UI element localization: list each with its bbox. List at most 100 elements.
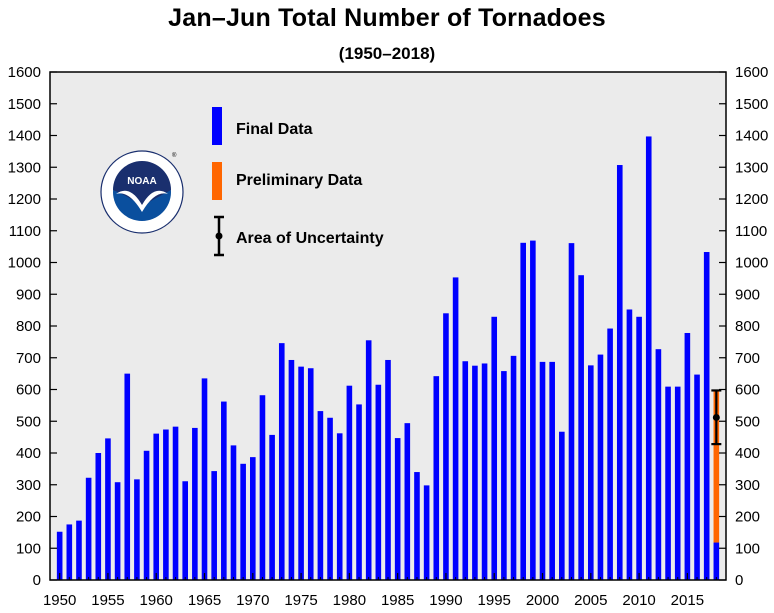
bar-final-1962	[172, 426, 179, 580]
bar-final-1965	[201, 378, 208, 580]
bar-final-1989	[433, 376, 440, 580]
y-tick-label-left-0: 0	[33, 572, 41, 589]
bar-final-1971	[259, 395, 266, 580]
x-tick-label-2010: 2010	[622, 592, 655, 609]
y-tick-label-right-1300: 1300	[735, 159, 768, 176]
y-tick-label-left-100: 100	[16, 540, 41, 557]
bar-final-1991	[452, 277, 459, 580]
bar-final-1995	[491, 316, 498, 580]
bar-final-2014	[674, 386, 681, 580]
bar-final-1984	[385, 359, 391, 580]
bar-final-1997	[510, 355, 517, 580]
y-tick-label-right-300: 300	[735, 477, 760, 494]
y-tick-label-right-900: 900	[735, 286, 760, 303]
bar-final-1974	[288, 359, 295, 580]
bar-final-2013	[665, 386, 671, 580]
legend: Final Data Preliminary Data Area of Unce…	[212, 107, 384, 257]
y-tick-label-left-700: 700	[16, 350, 41, 367]
x-tick-label-1950: 1950	[43, 592, 76, 609]
x-tick-label-1995: 1995	[478, 592, 511, 609]
y-tick-label-right-800: 800	[735, 318, 760, 335]
bar-final-1964	[192, 427, 198, 580]
noaa-logo: NOAA ®	[100, 150, 184, 234]
legend-preliminary-label: Preliminary Data	[236, 172, 362, 189]
legend-uncertainty-symbol	[214, 215, 224, 257]
bar-final-1960	[153, 433, 160, 580]
legend-preliminary-swatch	[212, 162, 222, 200]
legend-uncertainty-label: Area of Uncertainty	[236, 230, 384, 247]
x-tick-label-1965: 1965	[188, 592, 221, 609]
bar-final-1979	[336, 433, 343, 580]
y-tick-label-left-500: 500	[16, 413, 41, 430]
x-tick-label-1975: 1975	[284, 592, 317, 609]
y-tick-label-right-1200: 1200	[735, 191, 768, 208]
y-tick-label-left-1000: 1000	[8, 255, 41, 272]
bar-final-1980	[346, 385, 353, 580]
bar-final-1954	[95, 453, 102, 580]
x-tick-label-2005: 2005	[574, 592, 607, 609]
bar-final-2002	[559, 431, 565, 580]
bar-final-1951	[66, 524, 73, 580]
logo-center-text: NOAA	[127, 176, 156, 187]
y-tick-label-right-1400: 1400	[735, 128, 768, 145]
y-tick-label-right-0: 0	[735, 572, 743, 589]
x-tick-label-1955: 1955	[91, 592, 124, 609]
bar-final-1956	[114, 482, 121, 580]
x-tick-label-1970: 1970	[236, 592, 269, 609]
y-tick-label-right-700: 700	[735, 350, 760, 367]
bar-final-1996	[501, 371, 507, 580]
bar-final-2009	[626, 309, 633, 580]
y-tick-label-left-200: 200	[16, 509, 41, 526]
bar-final-1953	[85, 477, 92, 580]
bar-final-1992	[462, 361, 469, 580]
bar-final-1994	[481, 363, 488, 580]
x-tick-label-2000: 2000	[526, 592, 559, 609]
uncertainty-group	[711, 389, 722, 446]
bar-final-1998	[520, 242, 526, 580]
bar-final-2007	[607, 328, 613, 580]
bars-group	[56, 136, 720, 581]
bar-final-1969	[240, 463, 246, 580]
bar-final-2003	[568, 243, 575, 580]
bar-final-1999	[530, 240, 536, 580]
y-tick-label-left-300: 300	[16, 477, 41, 494]
bar-final-1975	[298, 366, 304, 580]
bar-final-1966	[211, 471, 217, 580]
y-tick-label-left-1600: 1600	[8, 64, 41, 81]
y-tick-label-right-100: 100	[735, 540, 760, 557]
bar-final-2016	[694, 374, 700, 580]
bar-final-2004	[578, 275, 584, 580]
bar-final-2001	[549, 361, 555, 580]
bar-final-1986	[404, 423, 411, 580]
bar-final-1978	[327, 417, 333, 580]
bar-final-1993	[472, 365, 478, 580]
logo-registered-mark: ®	[172, 152, 177, 159]
y-tick-label-right-1600: 1600	[735, 64, 768, 81]
y-tick-label-right-200: 200	[735, 509, 760, 526]
bar-final-1970	[250, 457, 256, 580]
x-tick-label-1960: 1960	[140, 592, 173, 609]
y-tick-label-right-1100: 1100	[735, 223, 767, 240]
bar-final-1967	[221, 401, 227, 580]
y-tick-label-left-1500: 1500	[8, 96, 41, 113]
bar-final-1955	[105, 438, 111, 580]
x-tick-label-1985: 1985	[381, 592, 414, 609]
bar-final-1963	[182, 481, 188, 580]
bar-final-2000	[539, 361, 546, 580]
bar-final-1977	[317, 411, 324, 580]
bar-preliminary-2018	[713, 390, 720, 543]
bar-final-2008	[616, 165, 623, 580]
bar-final-1976	[307, 368, 314, 580]
x-tick-label-1980: 1980	[333, 592, 366, 609]
bar-final-1958	[134, 479, 140, 580]
chart-subtitle: (1950–2018)	[338, 44, 436, 63]
bar-final-1987	[414, 472, 420, 580]
y-tick-label-left-1100: 1100	[9, 223, 41, 240]
bar-final-2015	[684, 332, 691, 580]
y-tick-label-right-400: 400	[735, 445, 760, 462]
bar-final-2012	[655, 349, 662, 580]
bar-final-1950	[56, 531, 63, 580]
y-tick-label-left-1400: 1400	[8, 128, 41, 145]
bar-final-1957	[124, 373, 131, 581]
